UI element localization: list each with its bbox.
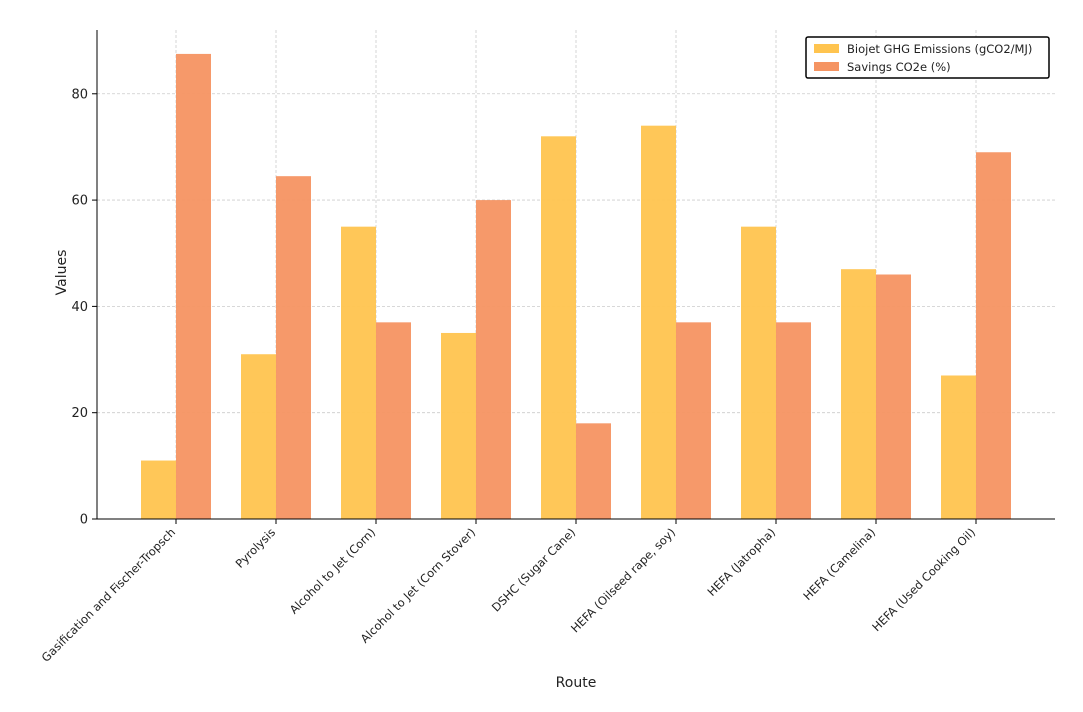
y-tick-label: 20 <box>71 406 88 421</box>
x-tick-label: Gasification and Fischer-Tropsch <box>39 525 178 664</box>
bar-savings-co2e <box>976 152 1011 519</box>
bar-savings-co2e <box>476 200 511 519</box>
legend-swatch-biojet-ghg <box>814 44 839 53</box>
x-tick-label: Pyrolysis <box>233 525 279 571</box>
bar-savings-co2e <box>576 423 611 519</box>
x-tick-label: HEFA (Used Cooking Oil) <box>869 525 978 634</box>
x-tick-label: HEFA (Camelina) <box>800 525 878 603</box>
y-tick-label: 60 <box>71 194 88 209</box>
bar-savings-co2e <box>176 53 211 519</box>
bar-biojet-ghg <box>141 460 176 519</box>
bar-biojet-ghg <box>741 226 776 520</box>
y-tick-label: 80 <box>71 87 88 102</box>
bar-biojet-ghg <box>241 354 276 519</box>
y-tick-label: 0 <box>80 513 88 528</box>
x-ticks: Gasification and Fischer-Tropsch Pyrolysi… <box>39 519 978 665</box>
x-tick-label: HEFA (Oilseed rape, soy) <box>568 525 678 635</box>
bar-savings-co2e <box>776 322 811 519</box>
y-axis-title: Values <box>54 250 70 296</box>
x-axis-title: Route <box>556 675 597 691</box>
legend: Biojet GHG Emissions (gCO2/MJ) Savings C… <box>805 36 1050 79</box>
bar-biojet-ghg <box>541 136 576 519</box>
legend-label-savings-co2e: Savings CO2e (%) <box>847 60 951 74</box>
bar-biojet-ghg <box>641 125 676 519</box>
bar-biojet-ghg <box>841 269 876 519</box>
y-tick-label: 40 <box>71 300 88 315</box>
bar-savings-co2e <box>676 322 711 519</box>
bar-biojet-ghg <box>941 375 976 519</box>
legend-box <box>805 36 1050 79</box>
x-tick-label: DSHC (Sugar Cane) <box>489 525 578 614</box>
bar-biojet-ghg <box>441 332 476 519</box>
y-ticks: 0 20 40 60 80 <box>71 87 97 528</box>
bar-savings-co2e <box>276 176 311 520</box>
legend-label-biojet-ghg: Biojet GHG Emissions (gCO2/MJ) <box>847 42 1032 56</box>
x-tick-label: Alcohol to Jet (Corn) <box>287 525 378 616</box>
bars <box>141 53 1011 520</box>
bar-savings-co2e <box>376 322 411 519</box>
x-tick-label: HEFA (Jatropha) <box>705 525 779 599</box>
x-tick-label: Alcohol to Jet (Corn Stover) <box>358 525 478 645</box>
legend-swatch-savings-co2e <box>814 62 839 71</box>
bar-savings-co2e <box>876 274 911 519</box>
bar-biojet-ghg <box>341 226 376 520</box>
